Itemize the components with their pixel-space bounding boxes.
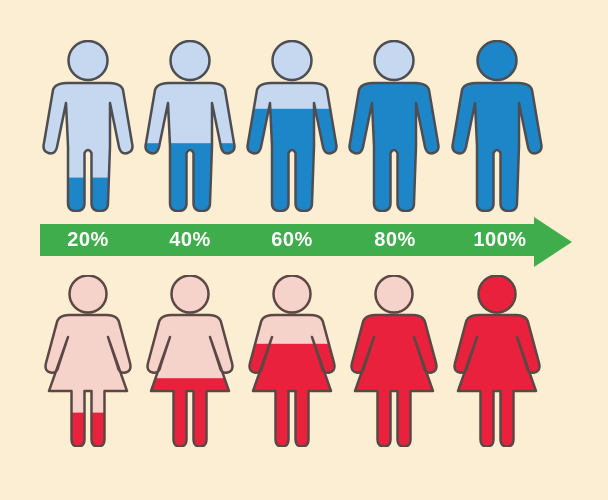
arrow-label-60: 60% (271, 229, 313, 251)
arrow-bar (40, 224, 534, 256)
female-figure-40-icon (140, 275, 240, 447)
male-figure-60-icon (242, 40, 342, 212)
female-figure-100-icon (447, 275, 547, 447)
male-figure-100-icon (447, 40, 547, 212)
male-figure-80-icon (344, 40, 444, 212)
female-figure-20-icon (38, 275, 138, 447)
arrow-label-80: 80% (374, 229, 416, 251)
arrow-label-40: 40% (169, 229, 211, 251)
female-figure-60-icon (242, 275, 342, 447)
female-figures-row (0, 275, 608, 447)
male-figure-20-icon (38, 40, 138, 212)
arrow-head-icon (534, 217, 572, 267)
arrow-label-100: 100% (473, 229, 527, 251)
male-figures-row (0, 40, 608, 212)
female-figure-80-icon (344, 275, 444, 447)
arrow-label-20: 20% (67, 229, 109, 251)
male-figure-40-icon (140, 40, 240, 212)
